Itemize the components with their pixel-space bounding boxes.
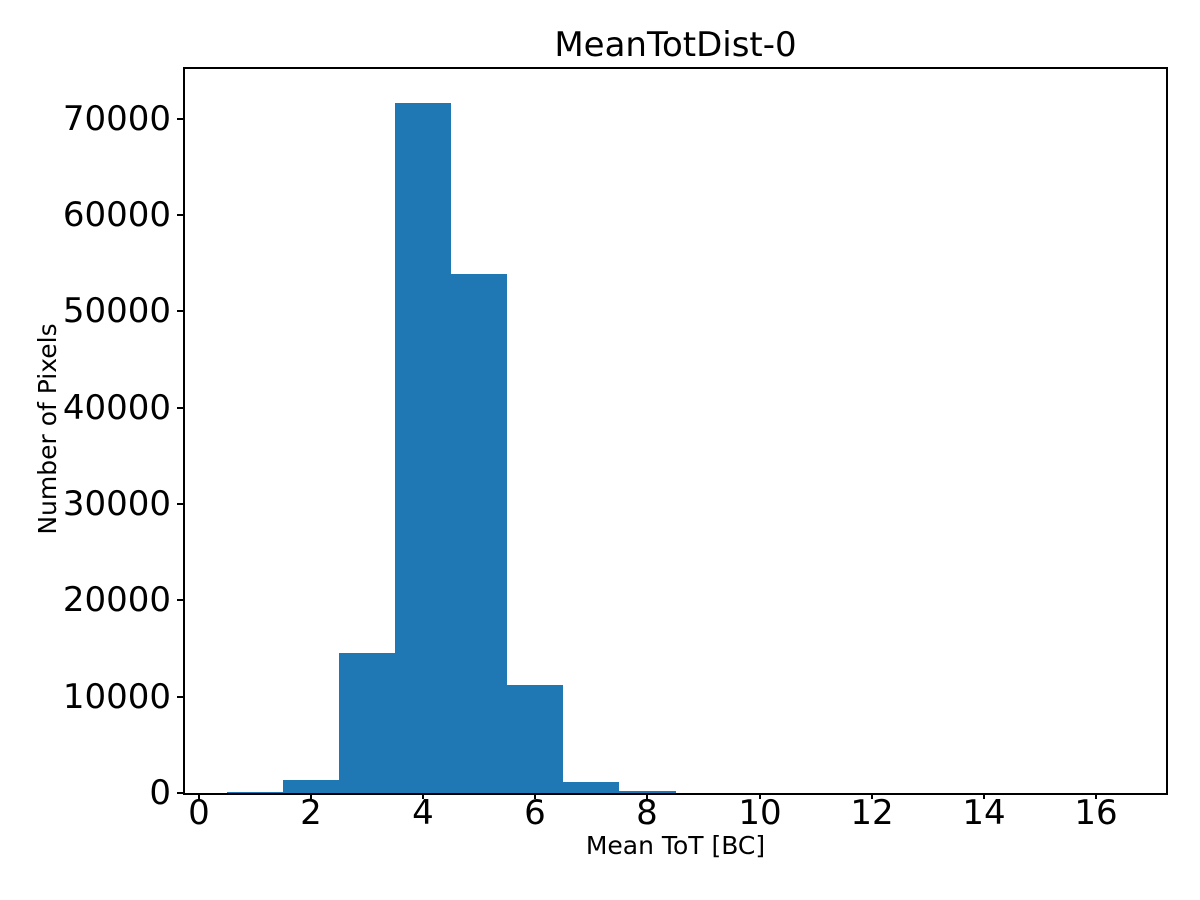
- x-tick-label: 2: [300, 793, 322, 833]
- y-tick-label: 10000: [62, 677, 171, 717]
- histogram-bar: [395, 103, 451, 793]
- y-tick-mark: [177, 503, 183, 505]
- x-tick-label: 4: [412, 793, 434, 833]
- histogram-bar: [339, 653, 395, 793]
- histogram-bar: [283, 780, 339, 793]
- y-tick-mark: [177, 214, 183, 216]
- x-tick-mark: [534, 793, 536, 799]
- x-tick-label: 12: [850, 793, 894, 833]
- x-tick-label: 0: [188, 793, 210, 833]
- plot-area: [183, 67, 1168, 795]
- histogram-bar: [563, 782, 619, 793]
- x-tick-mark: [1095, 793, 1097, 799]
- y-tick-label: 40000: [62, 388, 171, 428]
- x-tick-mark: [759, 793, 761, 799]
- x-axis-label: Mean ToT [BC]: [585, 831, 766, 860]
- x-tick-label: 10: [738, 793, 782, 833]
- y-tick-label: 0: [149, 773, 171, 813]
- y-tick-mark: [177, 310, 183, 312]
- histogram-bar: [227, 792, 283, 793]
- histogram-bar: [507, 685, 563, 793]
- x-tick-mark: [310, 793, 312, 799]
- histogram-bar: [619, 791, 676, 793]
- x-tick-mark: [871, 793, 873, 799]
- x-tick-label: 6: [524, 793, 546, 833]
- y-tick-mark: [177, 792, 183, 794]
- x-tick-label: 14: [962, 793, 1006, 833]
- y-tick-mark: [177, 696, 183, 698]
- histogram-bar: [451, 274, 507, 793]
- x-tick-label: 16: [1074, 793, 1118, 833]
- y-tick-label: 30000: [62, 484, 171, 524]
- x-tick-mark: [198, 793, 200, 799]
- x-tick-label: 8: [636, 793, 658, 833]
- y-tick-mark: [177, 407, 183, 409]
- y-tick-label: 50000: [62, 291, 171, 331]
- y-tick-label: 20000: [62, 580, 171, 620]
- y-tick-mark: [177, 118, 183, 120]
- x-tick-mark: [646, 793, 648, 799]
- y-tick-label: 60000: [62, 195, 171, 235]
- x-tick-mark: [422, 793, 424, 799]
- chart-title: MeanTotDist-0: [554, 25, 797, 65]
- y-tick-mark: [177, 599, 183, 601]
- x-tick-mark: [983, 793, 985, 799]
- y-tick-label: 70000: [62, 99, 171, 139]
